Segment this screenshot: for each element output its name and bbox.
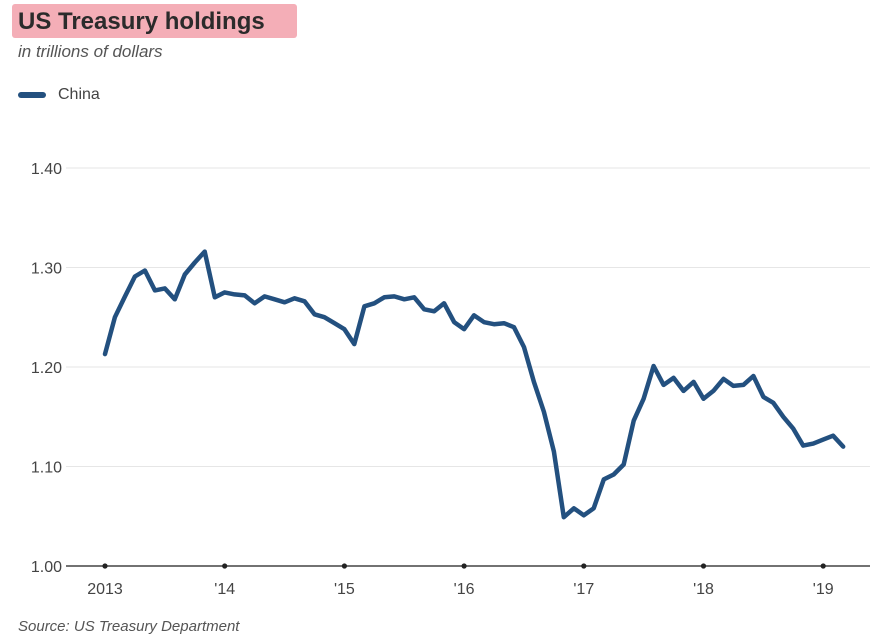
title-highlight [12, 4, 297, 38]
x-tick-label: '14 [214, 581, 235, 598]
x-tick-mark [700, 563, 707, 569]
x-tick-mark [102, 563, 108, 569]
x-tick-mark [461, 563, 467, 569]
x-tick-mark [341, 563, 347, 569]
source-note: Source: US Treasury Department [18, 618, 240, 635]
chart-title: US Treasury holdings [18, 8, 265, 35]
series-line-china [102, 249, 846, 520]
x-tick-label: '18 [693, 581, 714, 598]
x-tick-label: '17 [573, 581, 594, 598]
legend-swatch-china [18, 92, 46, 98]
x-tick-mark [820, 563, 826, 569]
legend: China [18, 86, 100, 104]
y-tick-label: 1.40 [31, 161, 62, 178]
y-tick-label: 1.10 [31, 460, 62, 477]
title-block: US Treasury holdings [12, 4, 297, 38]
legend-label-china: China [58, 86, 100, 103]
x-tick-mark [222, 563, 228, 569]
y-tick-label: 1.30 [31, 261, 62, 278]
x-tick-mark [581, 563, 587, 569]
x-tick-label: '15 [334, 581, 355, 598]
x-tick-label: '19 [813, 581, 834, 598]
x-tick-label: '16 [454, 581, 475, 598]
y-tick-label: 1.20 [31, 360, 62, 377]
y-tick-label: 1.00 [31, 559, 62, 576]
chart-subtitle: in trillions of dollars [18, 42, 163, 61]
x-tick-label: 2013 [87, 581, 123, 598]
